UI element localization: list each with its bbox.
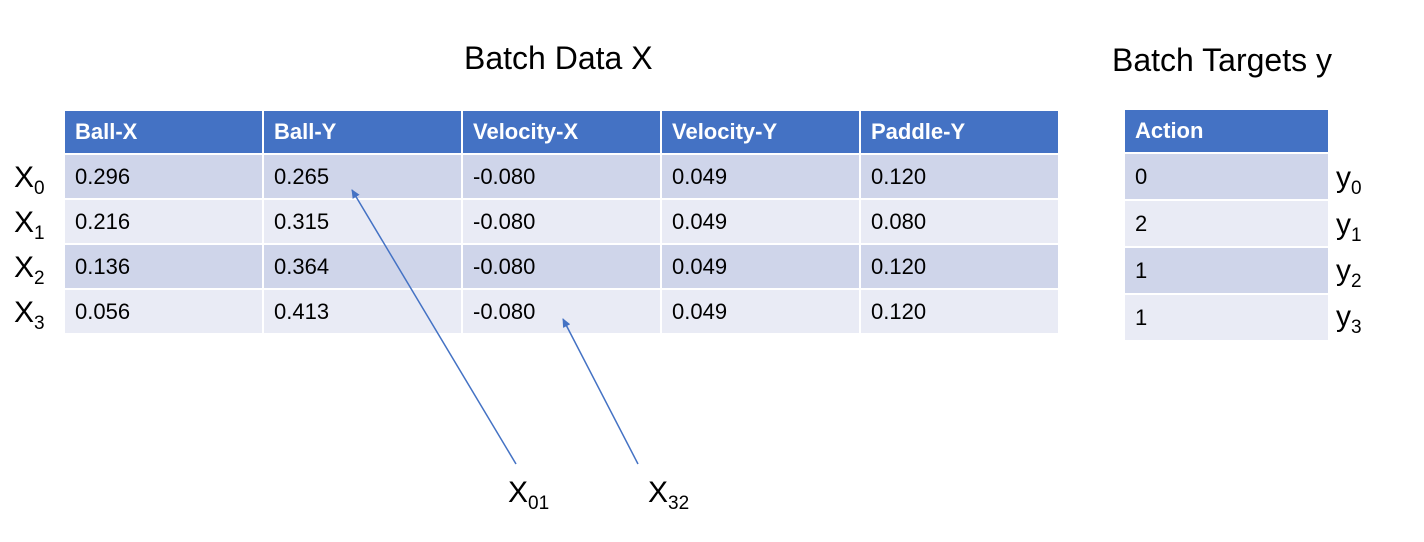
- column-header: Ball-X: [65, 111, 262, 153]
- callout-label-x01: X01: [508, 476, 550, 514]
- table-row: 0.296 0.265 -0.080 0.049 0.120: [65, 155, 1058, 198]
- table-cell: 0.136: [65, 245, 262, 288]
- table-row: 2: [1125, 201, 1328, 246]
- target-label-y1: y1: [1336, 208, 1362, 246]
- table-cell: 1: [1125, 295, 1328, 340]
- table-cell: 0.296: [65, 155, 262, 198]
- column-header: Paddle-Y: [861, 111, 1058, 153]
- table-cell: -0.080: [463, 200, 660, 243]
- column-header: Action: [1125, 110, 1328, 152]
- table-cell: 0.080: [861, 200, 1058, 243]
- column-header: Ball-Y: [264, 111, 461, 153]
- column-header: Velocity-Y: [662, 111, 859, 153]
- batch-data-title: Batch Data X: [464, 40, 653, 76]
- table-cell: 0.120: [861, 155, 1058, 198]
- table-cell: 0.049: [662, 155, 859, 198]
- batch-data-table: Ball-X Ball-Y Velocity-X Velocity-Y Padd…: [63, 109, 1060, 335]
- table-cell: -0.080: [463, 290, 660, 333]
- table-cell: 0.049: [662, 245, 859, 288]
- table-cell: 0.216: [65, 200, 262, 243]
- callout-label-x32: X32: [648, 476, 690, 514]
- table-cell: 0.413: [264, 290, 461, 333]
- batch-targets-table: Action 0 2 1 1: [1123, 108, 1330, 342]
- table-row: 0.056 0.413 -0.080 0.049 0.120: [65, 290, 1058, 333]
- column-header: Velocity-X: [463, 111, 660, 153]
- table-row: 0.216 0.315 -0.080 0.049 0.080: [65, 200, 1058, 243]
- table-cell: 0: [1125, 154, 1328, 199]
- row-label-x2: X2: [14, 251, 45, 289]
- table-cell: -0.080: [463, 245, 660, 288]
- table-header-row: Ball-X Ball-Y Velocity-X Velocity-Y Padd…: [65, 111, 1058, 153]
- table-cell: 0.049: [662, 290, 859, 333]
- table-cell: 0.056: [65, 290, 262, 333]
- table-cell: 0.265: [264, 155, 461, 198]
- table-cell: 1: [1125, 248, 1328, 293]
- batch-targets-title: Batch Targets y: [1112, 42, 1332, 78]
- row-label-x3: X3: [14, 296, 45, 334]
- arrow-x01: [351, 189, 517, 465]
- table-row: 1: [1125, 295, 1328, 340]
- table-cell: 0.120: [861, 290, 1058, 333]
- table-header-row: Action: [1125, 110, 1328, 152]
- row-label-x1: X1: [14, 206, 45, 244]
- table-row: 1: [1125, 248, 1328, 293]
- target-label-y0: y0: [1336, 161, 1362, 199]
- table-row: 0.136 0.364 -0.080 0.049 0.120: [65, 245, 1058, 288]
- table-cell: -0.080: [463, 155, 660, 198]
- table-cell: 2: [1125, 201, 1328, 246]
- table-row: 0: [1125, 154, 1328, 199]
- target-label-y2: y2: [1336, 254, 1362, 292]
- table-cell: 0.120: [861, 245, 1058, 288]
- table-cell: 0.049: [662, 200, 859, 243]
- arrow-x32: [562, 318, 639, 465]
- row-label-x0: X0: [14, 161, 45, 199]
- table-cell: 0.364: [264, 245, 461, 288]
- target-label-y3: y3: [1336, 300, 1362, 338]
